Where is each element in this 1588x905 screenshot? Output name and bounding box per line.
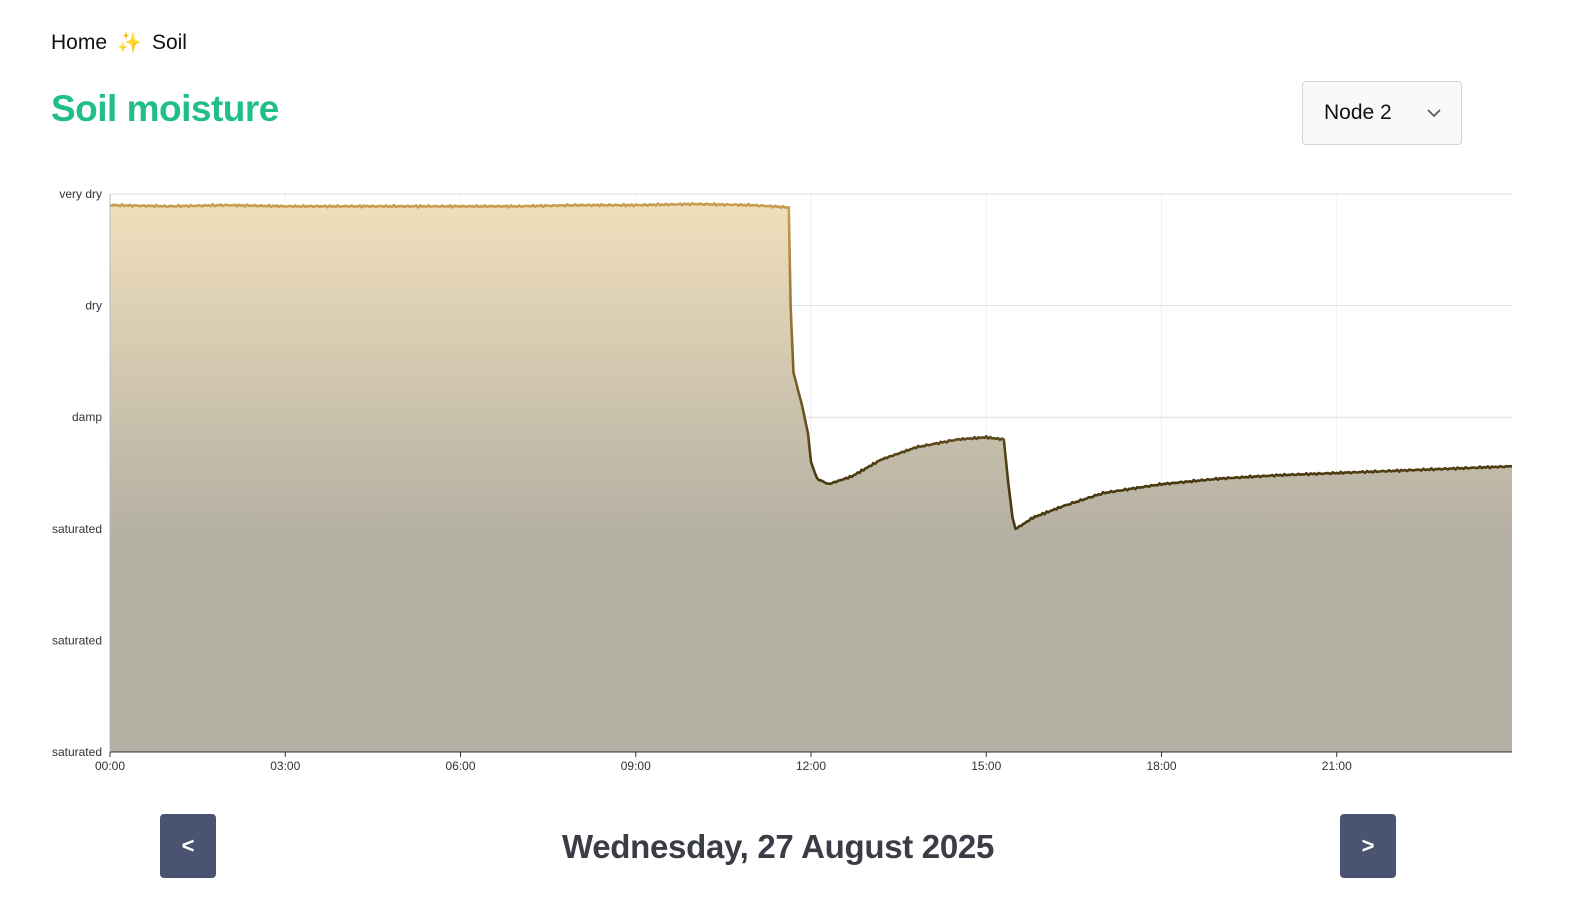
current-date: Wednesday, 27 August 2025 bbox=[561, 828, 995, 865]
y-tick-label: saturated bbox=[52, 745, 102, 759]
node-select-value: Node 2 bbox=[1324, 101, 1392, 124]
x-tick-label: 03:00 bbox=[270, 759, 300, 773]
moisture-area bbox=[110, 203, 1512, 752]
moisture-line bbox=[109, 201, 1513, 531]
x-tick-labels: 00:00 03:00 06:00 09:00 12:00 15:00 18:00 21:00 bbox=[95, 752, 1352, 773]
y-tick-label: saturated bbox=[52, 522, 102, 536]
breadcrumb-home-link[interactable]: Home bbox=[51, 30, 108, 54]
y-tick-label: damp bbox=[72, 410, 102, 424]
y-tick-label: very dry bbox=[59, 187, 102, 201]
y-tick-label: dry bbox=[85, 299, 102, 313]
x-tick-label: 12:00 bbox=[796, 759, 826, 773]
x-tick-label: 06:00 bbox=[445, 759, 475, 773]
breadcrumb: Home ✨ Soil bbox=[51, 30, 187, 55]
breadcrumb-current: Soil bbox=[151, 30, 187, 54]
x-tick-label: 09:00 bbox=[621, 759, 651, 773]
soil-moisture-chart: very dry dry damp saturated saturated saturat… bbox=[52, 187, 1513, 773]
previous-day-button[interactable]: < bbox=[160, 814, 216, 878]
x-tick-label: 00:00 bbox=[95, 759, 125, 773]
x-tick-label: 21:00 bbox=[1322, 759, 1352, 773]
next-day-button[interactable]: > bbox=[1340, 814, 1396, 878]
sparkles-icon: ✨ bbox=[117, 32, 142, 54]
node-select[interactable]: Node 2 bbox=[1302, 81, 1462, 145]
page-title: Soil moisture bbox=[51, 88, 279, 129]
chevron-down-icon bbox=[1427, 108, 1441, 117]
y-tick-labels: very dry dry damp saturated saturated saturat… bbox=[52, 187, 102, 759]
y-tick-label: saturated bbox=[52, 633, 102, 647]
x-tick-label: 18:00 bbox=[1146, 759, 1176, 773]
x-tick-label: 15:00 bbox=[971, 759, 1001, 773]
